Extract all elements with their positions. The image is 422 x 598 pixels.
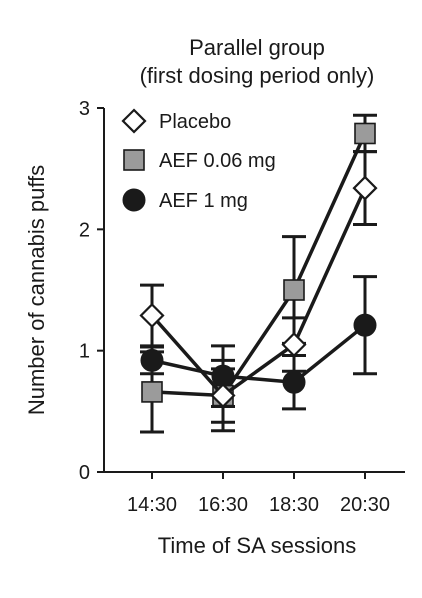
data-point (282, 370, 306, 394)
y-tick-label: 3 (79, 98, 90, 120)
data-point (352, 175, 378, 201)
data-point (139, 302, 165, 329)
legend-marker (121, 108, 147, 134)
data-point (210, 383, 236, 409)
legend-label: AEF 1 mg (159, 190, 248, 212)
data-point (283, 279, 305, 301)
series-line (151, 132, 367, 398)
y-tick-label: 1 (79, 341, 90, 363)
legend-marker (123, 149, 145, 171)
legend-label: AEF 0.06 mg (159, 150, 276, 172)
y-axis-label: Number of cannabis puffs (24, 165, 49, 415)
chart-title-line-2: (first dosing period only) (140, 63, 375, 88)
series-line (150, 187, 367, 398)
series-layer (139, 113, 378, 434)
legend-label: Placebo (159, 111, 231, 133)
data-point (353, 313, 377, 337)
x-tick-label: 20:30 (340, 494, 390, 516)
y-tick-label: 2 (79, 219, 90, 241)
chart-title-line-1: Parallel group (189, 35, 325, 60)
legend-item-aef-0-06-mg: AEF 0.06 mg (123, 149, 276, 172)
axes: 0 1 2 3 14:30 16:30 18:30 20:30 (79, 98, 405, 516)
data-point (354, 122, 376, 145)
legend-item-aef-1-mg: AEF 1 mg (122, 188, 248, 212)
legend-item-placebo: Placebo (121, 108, 231, 134)
series-line (151, 323, 367, 384)
series-placebo (139, 150, 378, 433)
data-point (141, 381, 163, 403)
legend-marker (122, 188, 146, 212)
y-tick-label: 0 (79, 462, 90, 484)
legend: Placebo AEF 0.06 mg AEF 1 mg (121, 108, 276, 212)
x-axis-label: Time of SA sessions (158, 533, 356, 558)
x-tick-label: 14:30 (127, 494, 177, 516)
x-tick-label: 18:30 (269, 494, 319, 516)
x-tick-label: 16:30 (198, 494, 248, 516)
data-point (281, 332, 307, 358)
